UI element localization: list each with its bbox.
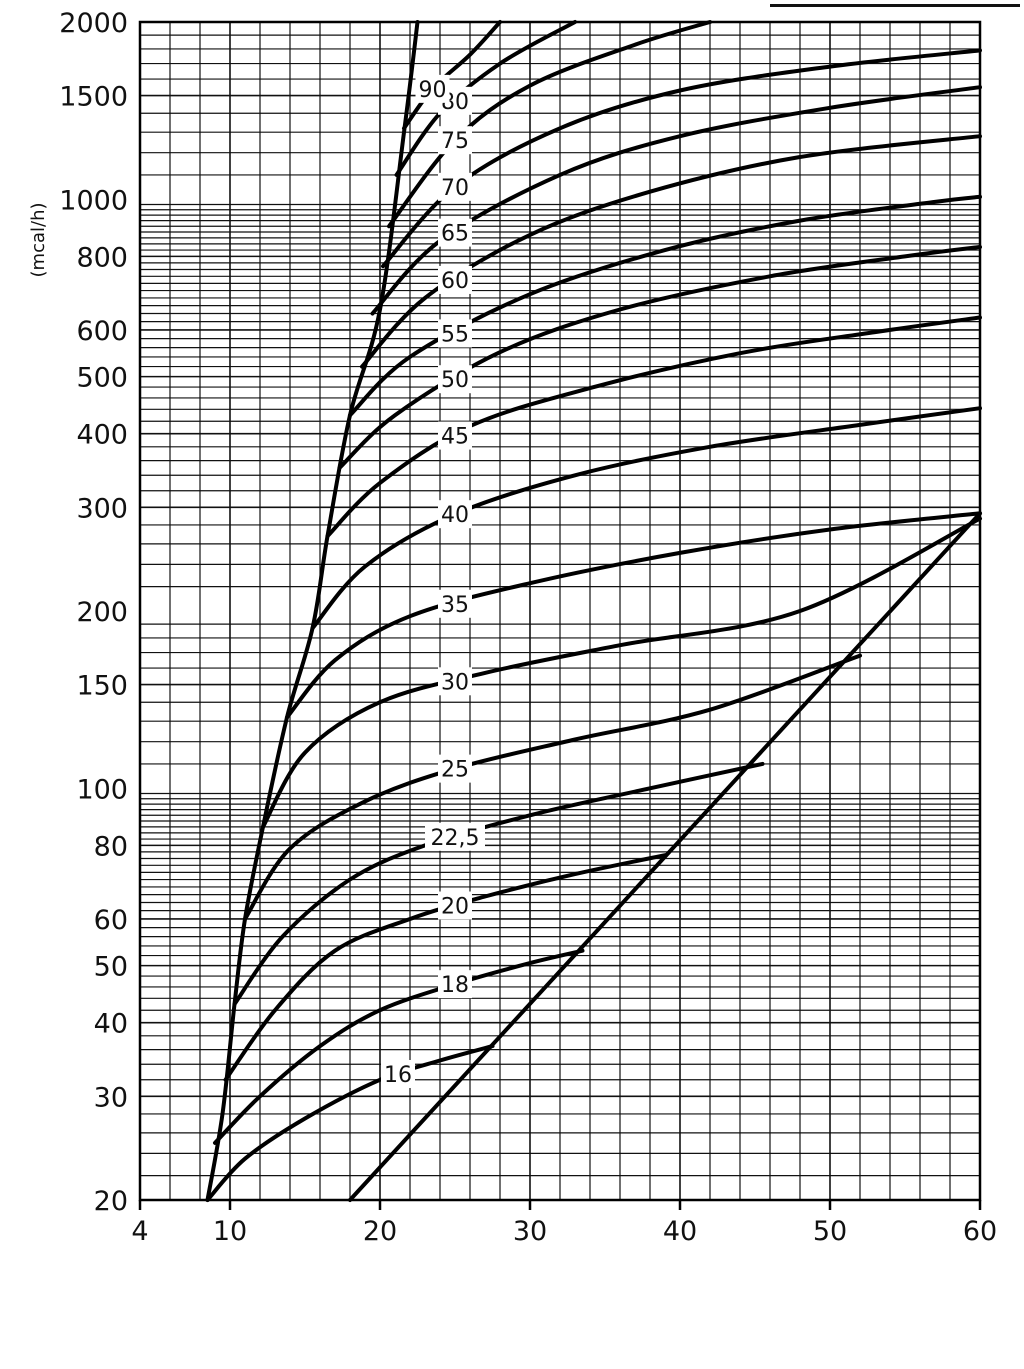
x-tick-label: 20	[363, 1216, 397, 1247]
y-tick-label: 600	[76, 316, 128, 347]
series-line-35	[285, 511, 982, 720]
series-label-background	[415, 74, 450, 103]
series-label-background	[438, 172, 472, 201]
series-label-35: 35	[441, 593, 469, 618]
y-tick-label: 150	[76, 671, 128, 702]
series-label-background	[438, 970, 472, 999]
series-label-30: 30	[441, 670, 469, 695]
series-line-18	[213, 948, 585, 1145]
series-label-22-5: 22,5	[431, 826, 480, 851]
series-label-40: 40	[441, 503, 469, 528]
series-label-background	[438, 218, 472, 247]
series-label-55: 55	[441, 322, 469, 347]
series-label-45: 45	[441, 425, 469, 450]
top-edge-rule	[770, 4, 1020, 7]
series-label-background	[438, 891, 472, 920]
y-axis-label: (mcal/h)	[28, 203, 49, 278]
grid	[138, 20, 982, 1202]
boundary-lines	[205, 20, 982, 1202]
series-label-background	[438, 589, 472, 618]
y-tick-label: 20	[94, 1186, 128, 1217]
axes: 4 10 20 30 40 50 60 20 30 40 50 60 80 100 150 200 300 400…	[59, 8, 997, 1247]
series-line-90	[402, 20, 502, 131]
y-tick-label: 100	[76, 774, 128, 805]
series-label-background	[438, 421, 472, 450]
y-tick-label: 300	[76, 493, 128, 524]
y-tick-label: 1500	[59, 82, 128, 113]
series-line-30	[261, 516, 982, 829]
boundary-line-2	[348, 511, 982, 1202]
series-line-80	[394, 20, 577, 177]
y-tick-label: 60	[94, 905, 128, 936]
series-line-55	[348, 194, 982, 418]
series-label-background	[425, 822, 485, 851]
series-label-background	[381, 1060, 415, 1089]
series-line-45	[325, 315, 982, 539]
series-label-20: 20	[441, 895, 469, 920]
y-tick-label: 80	[94, 831, 128, 862]
series-line-75	[387, 20, 712, 229]
series-label-background	[438, 319, 472, 348]
y-tick-label: 400	[76, 420, 128, 451]
y-tick-label: 1000	[59, 185, 128, 216]
x-tick-label: 50	[813, 1216, 847, 1247]
series-label-background	[438, 365, 472, 394]
x-tick-label: 4	[131, 1216, 148, 1247]
series-label-background	[438, 126, 472, 155]
series-label-70: 70	[441, 176, 469, 201]
y-tick-label: 2000	[59, 8, 128, 39]
x-tick-label: 10	[213, 1216, 247, 1247]
series-label-65: 65	[441, 222, 469, 247]
y-tick-label: 30	[94, 1082, 128, 1113]
series-label-25: 25	[441, 758, 469, 783]
series-line-25	[243, 653, 862, 921]
series-label-background	[438, 754, 472, 783]
series-label-18: 18	[441, 973, 469, 998]
y-tick-label: 200	[76, 597, 128, 628]
y-tick-label: 40	[94, 1009, 128, 1040]
x-tick-label: 60	[963, 1216, 997, 1247]
series-label-75: 75	[441, 129, 469, 154]
y-tick-label: 500	[76, 363, 128, 394]
series-label-background	[438, 265, 472, 294]
series-line-40	[310, 406, 982, 631]
series-line-50	[337, 245, 982, 470]
x-tick-label: 40	[663, 1216, 697, 1247]
series-line-60	[360, 134, 982, 369]
boundary-line-1	[205, 20, 420, 1202]
series-label-60: 60	[441, 269, 469, 294]
plot-frame	[138, 20, 982, 1202]
series-line-16	[205, 1044, 495, 1202]
y-tick-label: 800	[76, 242, 128, 273]
series-label-background	[438, 667, 472, 696]
series-label-90: 90	[419, 78, 447, 103]
series-label-background	[438, 500, 472, 529]
series-label-50: 50	[441, 368, 469, 393]
series-label-16: 16	[384, 1063, 412, 1088]
y-tick-label: 50	[94, 952, 128, 983]
x-tick-label: 30	[513, 1216, 547, 1247]
series-line-20	[223, 853, 667, 1082]
